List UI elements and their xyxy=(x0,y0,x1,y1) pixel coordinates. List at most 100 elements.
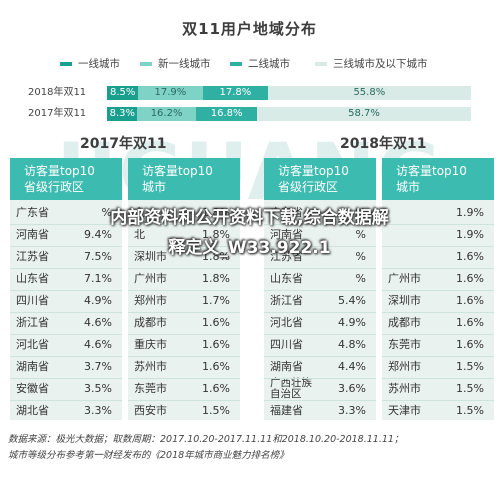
footer: 数据来源：极光大数据；取数周期：2017.10.20-2017.11.11和20… xyxy=(8,432,403,464)
data-label: 55.8% xyxy=(353,87,386,98)
row-divider xyxy=(128,224,240,225)
region-name: 深圳市 xyxy=(388,294,421,307)
visit-share: 3.6% xyxy=(338,382,366,395)
table-row: 上 1.8% xyxy=(128,202,240,224)
visit-share: 1.5% xyxy=(456,360,484,373)
visit-share: 3.3% xyxy=(84,404,112,417)
row-divider xyxy=(128,356,240,357)
data-label: 16.2% xyxy=(150,108,183,119)
table-row: 成都市 1.6% xyxy=(382,312,494,334)
row-divider xyxy=(10,268,122,269)
table-row: 湖南省 3.7% xyxy=(10,356,122,378)
legend-swatch xyxy=(230,62,242,66)
table-row: 广州市 1.8% xyxy=(128,268,240,290)
row-divider xyxy=(128,312,240,313)
visit-share: 1.6% xyxy=(456,272,484,285)
region-name: 西安市 xyxy=(134,404,167,417)
table-row: 天津市 1.5% xyxy=(382,400,494,422)
row-divider xyxy=(128,378,240,379)
table-row: 成都市 1.6% xyxy=(128,312,240,334)
overlay-text: 内部资料和公开资料下载,综合数据解 释定义_W33.922.1 xyxy=(0,203,499,263)
bar-segment xyxy=(107,86,138,100)
data-label: 8.3% xyxy=(109,108,135,119)
bar-track: 8.5% 17.9% 17.8% 55.8% xyxy=(107,86,471,100)
table-header: 访客量top10 城市 xyxy=(382,158,494,200)
row-divider xyxy=(128,334,240,335)
category-label: 2018年双11 xyxy=(28,87,87,98)
region-name: 浙江省 xyxy=(16,316,49,329)
visit-share: 1.9% xyxy=(456,206,484,219)
table-header-line-1: 访客量top10 xyxy=(278,164,349,178)
visit-share: 1.9% xyxy=(456,228,484,241)
visit-share: 9.4% xyxy=(84,228,112,241)
table-row: 广东省% xyxy=(264,202,376,224)
table-row: 1.9% xyxy=(382,202,494,224)
region-name: 广州市 xyxy=(134,272,167,285)
bar-row: 2017年双11 8.3% 16.2% 16.8% 58.7% xyxy=(0,107,499,121)
table-row: 北 1.8% xyxy=(128,224,240,246)
legend-label: 一线城市 xyxy=(78,58,120,70)
table-row: 湖南省 4.4% xyxy=(264,356,376,378)
row-divider xyxy=(382,290,494,291)
top10-table: 访客量top10 省级行政区 广东省% 河南省% 江苏省% 山东省% 浙江省 5.4% 河北省 4… xyxy=(264,158,376,420)
bar-segment xyxy=(267,86,471,100)
row-divider xyxy=(10,356,122,357)
row-divider xyxy=(264,334,376,335)
table-header-line-2: 省级行政区 xyxy=(278,180,339,194)
table-row: 河北省 4.6% xyxy=(10,334,122,356)
region-name: 成都市 xyxy=(388,316,421,329)
region-name: 上 xyxy=(134,206,145,219)
table-row: 1.9% xyxy=(382,224,494,246)
table-row: 苏州市 1.6% xyxy=(128,356,240,378)
table-row: 四川省 4.8% xyxy=(264,334,376,356)
visit-share: 3.7% xyxy=(84,360,112,373)
region-name: 山东省 xyxy=(270,272,303,285)
visit-share: % xyxy=(355,228,366,241)
region-name: 重庆市 xyxy=(134,338,167,351)
visit-share: % xyxy=(355,206,366,219)
visit-share: 4.8% xyxy=(338,338,366,351)
visit-share: 7.1% xyxy=(84,272,112,285)
row-divider xyxy=(264,312,376,313)
row-divider xyxy=(128,246,240,247)
region-name: 苏州市 xyxy=(388,382,421,395)
visit-share: 1.8% xyxy=(202,272,230,285)
bar-segment xyxy=(107,107,138,121)
bar-segment xyxy=(203,86,268,100)
table-header: 访客量top10 省级行政区 xyxy=(10,158,122,200)
table-row: 湖北省 3.3% xyxy=(10,400,122,422)
region-name: 东莞市 xyxy=(388,338,421,351)
visit-share: 4.9% xyxy=(84,294,112,307)
table-row: 广东省% xyxy=(10,202,122,224)
table-header-line-2: 城市 xyxy=(142,180,167,194)
row-divider xyxy=(10,290,122,291)
visit-share: 1.6% xyxy=(456,338,484,351)
table-row: 浙江省 5.4% xyxy=(264,290,376,312)
visit-share: 1.8% xyxy=(202,228,230,241)
bar-segment xyxy=(137,86,204,100)
visit-share: % xyxy=(355,250,366,263)
region-name: 江苏省 xyxy=(16,250,49,263)
row-divider xyxy=(10,312,122,313)
table-header-line-2: 城市 xyxy=(396,180,421,194)
table-header: 访客量top10 城市 xyxy=(128,158,240,200)
visit-share: 1.6% xyxy=(202,338,230,351)
data-label: 8.5% xyxy=(109,87,136,98)
bar-row: 2018年双11 8.5% 17.9% 17.8% 55.8% xyxy=(0,86,499,100)
row-divider xyxy=(10,246,122,247)
data-label: 16.8% xyxy=(210,108,243,119)
table-row: 东莞市 1.6% xyxy=(382,334,494,356)
table-row: 四川省 4.9% xyxy=(10,290,122,312)
region-name: 郑州市 xyxy=(388,360,421,373)
region-name: 北 xyxy=(134,228,145,241)
overlay-line-2: 释定义_W33.922.1 xyxy=(168,238,331,258)
region-name: 河南省 xyxy=(270,228,303,241)
region-name: 河南省 xyxy=(16,228,49,241)
table-header-line-2: 省级行政区 xyxy=(24,180,85,194)
data-label: 17.8% xyxy=(219,87,252,98)
row-divider xyxy=(264,246,376,247)
visit-share: 1.5% xyxy=(456,382,484,395)
table-header: 访客量top10 省级行政区 xyxy=(264,158,376,200)
visit-share: 1.5% xyxy=(202,404,230,417)
row-divider xyxy=(264,378,376,379)
